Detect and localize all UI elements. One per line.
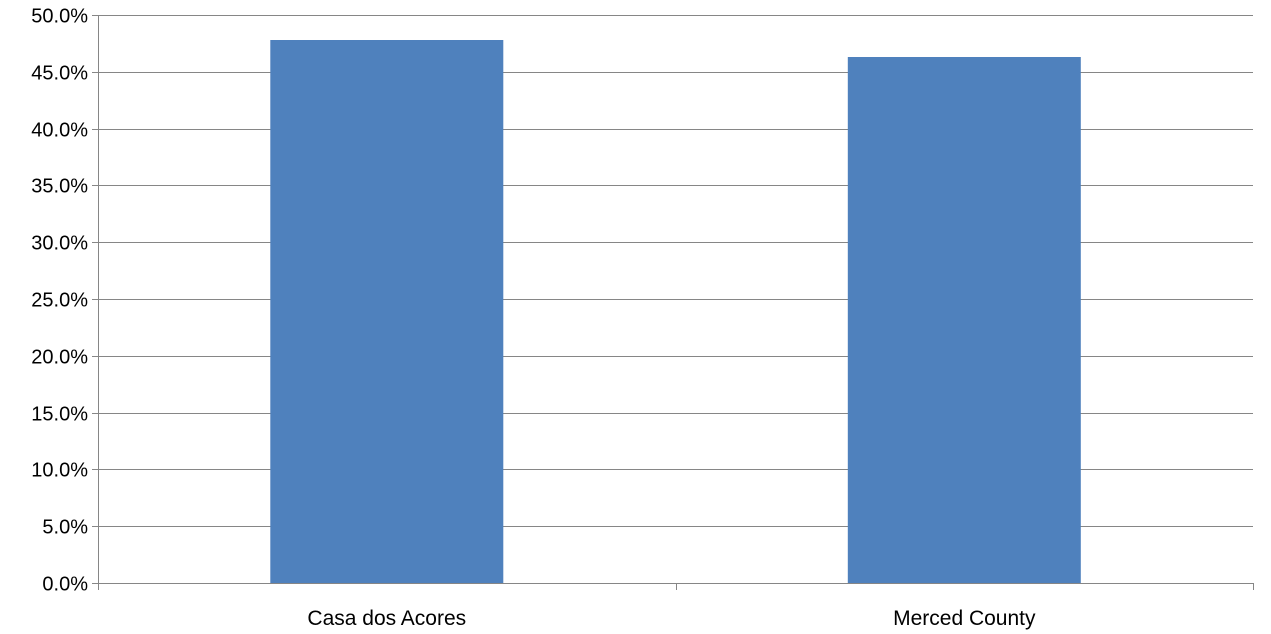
y-tick-label: 40.0% (31, 120, 88, 142)
bar-casa-dos-acores (270, 40, 504, 583)
y-tick-label: 10.0% (31, 460, 88, 482)
x-category-label: Merced County (893, 607, 1036, 630)
y-tick-label: 50.0% (31, 6, 88, 28)
x-axis-category-labels: Casa dos Acores Merced County (307, 607, 1036, 630)
y-tick-label: 45.0% (31, 63, 88, 85)
y-tick-label: 20.0% (31, 347, 88, 369)
y-tick-label: 25.0% (31, 290, 88, 312)
y-tick-label: 15.0% (31, 404, 88, 426)
bar-merced-county (847, 57, 1081, 583)
y-axis-tick-labels: 0.0% 5.0% 10.0% 15.0% 20.0% 25.0% 30.0% 35.0% 40… (31, 6, 88, 596)
y-tick-label: 0.0% (42, 574, 88, 596)
y-tick-label: 5.0% (42, 517, 88, 539)
y-tick-label: 30.0% (31, 233, 88, 255)
axes (92, 15, 1254, 590)
x-category-label: Casa dos Acores (307, 607, 466, 630)
y-tick-label: 35.0% (31, 176, 88, 198)
bars (270, 40, 1081, 583)
